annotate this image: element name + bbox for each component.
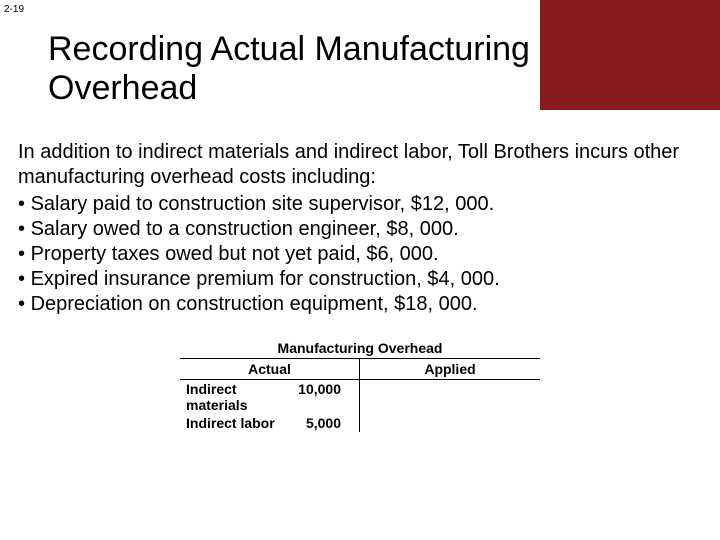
bullet-item: Depreciation on construction equipment, … — [18, 292, 702, 317]
row-label: Indirect materials — [186, 381, 298, 413]
overhead-table: Manufacturing Overhead Actual Applied In… — [180, 340, 540, 432]
row-value: 5,000 — [306, 415, 341, 431]
actual-column: Indirect materials 10,000 Indirect labor… — [180, 380, 360, 432]
intro-text: In addition to indirect materials and in… — [18, 140, 702, 190]
table-body: Indirect materials 10,000 Indirect labor… — [180, 380, 540, 432]
col-header-applied: Applied — [360, 359, 540, 379]
bullet-item: Property taxes owed but not yet paid, $6… — [18, 242, 702, 267]
slide-title: Recording Actual Manufacturing Overhead — [48, 30, 628, 108]
bullet-item: Salary paid to construction site supervi… — [18, 192, 702, 217]
row-label: Indirect labor — [186, 415, 275, 431]
body-text: In addition to indirect materials and in… — [18, 140, 702, 317]
bullet-item: Expired insurance premium for constructi… — [18, 267, 702, 292]
page-number: 2-19 — [4, 4, 24, 15]
table-row: Indirect materials 10,000 — [180, 380, 359, 414]
applied-column — [360, 380, 540, 432]
col-header-actual: Actual — [180, 359, 360, 379]
table-row: Indirect labor 5,000 — [180, 414, 359, 432]
bullet-item: Salary owed to a construction engineer, … — [18, 217, 702, 242]
row-value: 10,000 — [298, 381, 341, 413]
table-header-row: Actual Applied — [180, 359, 540, 380]
table-title: Manufacturing Overhead — [180, 340, 540, 359]
bullet-list: Salary paid to construction site supervi… — [18, 192, 702, 317]
